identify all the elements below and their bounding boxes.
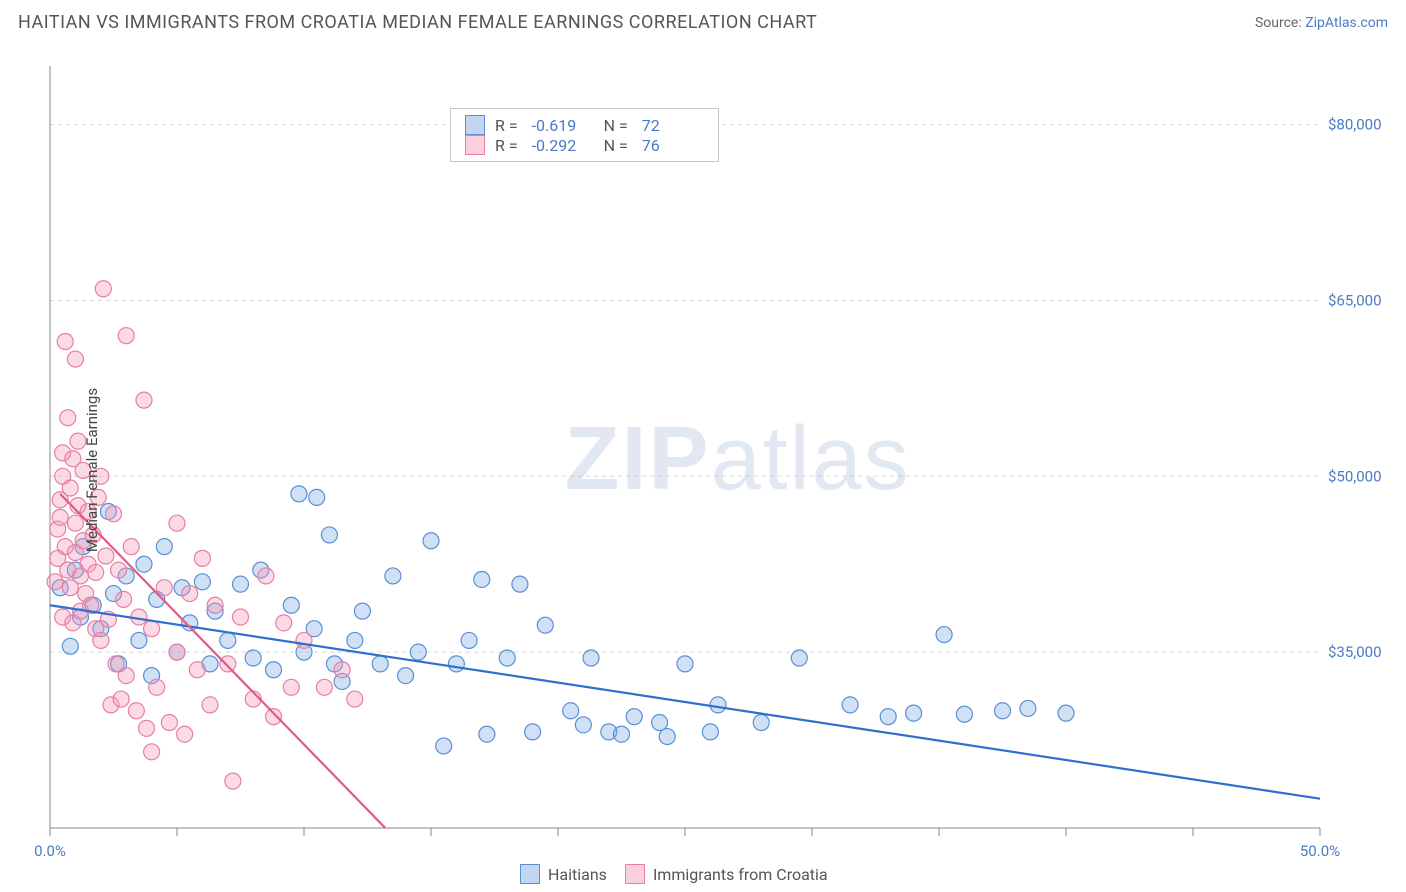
chart-header: HAITIAN VS IMMIGRANTS FROM CROATIA MEDIA… [0, 0, 1406, 39]
swatch-pink [625, 864, 645, 884]
swatch-pink [465, 135, 485, 155]
legend-n-label: N = [604, 116, 628, 135]
legend-r-value-2: -0.292 [532, 136, 594, 155]
legend-label: Haitians [548, 865, 607, 884]
legend-item-croatia: Immigrants from Croatia [625, 864, 828, 884]
legend-n-value-2: 76 [642, 136, 704, 155]
legend-n-value-1: 72 [642, 116, 704, 135]
swatch-blue [520, 864, 540, 884]
legend-label: Immigrants from Croatia [653, 865, 828, 884]
svg-text:$65,000: $65,000 [1328, 291, 1382, 309]
svg-text:$80,000: $80,000 [1328, 116, 1382, 134]
svg-text:50.0%: 50.0% [1300, 842, 1340, 860]
svg-text:0.0%: 0.0% [34, 842, 66, 860]
source-link[interactable]: ZipAtlas.com [1305, 15, 1388, 31]
legend-n-label: N = [604, 136, 628, 155]
swatch-blue [465, 115, 485, 135]
scatter-plot: $35,000 $50,000 $65,000 $80,000 0.0% 50.0% [0, 48, 1406, 892]
chart-area: Median Female Earnings $35,000 $50,000 $65… [0, 48, 1406, 892]
svg-text:$35,000: $35,000 [1328, 643, 1382, 661]
legend-r-value-1: -0.619 [532, 116, 594, 135]
chart-title: HAITIAN VS IMMIGRANTS FROM CROATIA MEDIA… [18, 12, 817, 33]
svg-text:$50,000: $50,000 [1328, 467, 1382, 485]
legend-r-label: R = [495, 116, 518, 135]
source-attribution: Source: ZipAtlas.com [1255, 15, 1388, 31]
legend-item-haitians: Haitians [520, 864, 607, 884]
y-axis-label: Median Female Earnings [83, 388, 101, 552]
source-label: Source: [1255, 15, 1302, 31]
legend-row-croatia: R = -0.292 N = 76 [465, 135, 704, 155]
correlation-legend: R = -0.619 N = 72 R = -0.292 N = 76 [450, 108, 719, 162]
series-legend: Haitians Immigrants from Croatia [520, 864, 828, 884]
legend-r-label: R = [495, 136, 518, 155]
legend-row-haitians: R = -0.619 N = 72 [465, 115, 704, 135]
